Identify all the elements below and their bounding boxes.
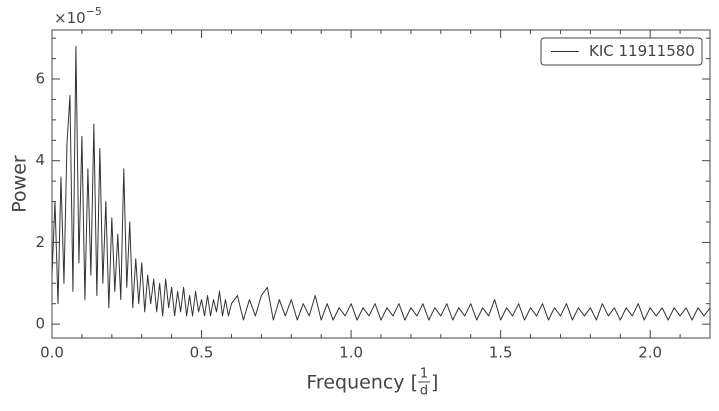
x-tick-label: 1.0 bbox=[339, 344, 363, 362]
x-axis-label: Frequency [ 1 d ] bbox=[306, 367, 438, 399]
plot-frame bbox=[51, 29, 711, 339]
x-label-numerator: 1 bbox=[420, 367, 428, 382]
x-label-prefix: Frequency [ bbox=[306, 372, 418, 394]
y-axis-label: Power bbox=[9, 155, 31, 213]
x-tick-label: 0.5 bbox=[190, 344, 214, 362]
x-label-denominator: d bbox=[420, 384, 428, 399]
x-tick-label: 2.0 bbox=[638, 344, 662, 362]
y-tick-label: 6 bbox=[35, 70, 45, 88]
offset-base: ×10 bbox=[54, 9, 86, 27]
x-label-suffix: ] bbox=[431, 372, 438, 394]
y-tick-label: 2 bbox=[35, 233, 45, 251]
offset-text: ×10−5 bbox=[54, 5, 102, 27]
legend-box bbox=[540, 37, 703, 66]
x-tick-label: 0.0 bbox=[40, 344, 64, 362]
x-tick-label: 1.5 bbox=[489, 344, 513, 362]
y-tick-label: 4 bbox=[35, 151, 45, 169]
y-tick-label: 0 bbox=[35, 315, 45, 333]
legend-label: KIC 11911580 bbox=[589, 42, 695, 60]
series-line bbox=[52, 45, 710, 321]
offset-exponent: −5 bbox=[86, 5, 102, 18]
